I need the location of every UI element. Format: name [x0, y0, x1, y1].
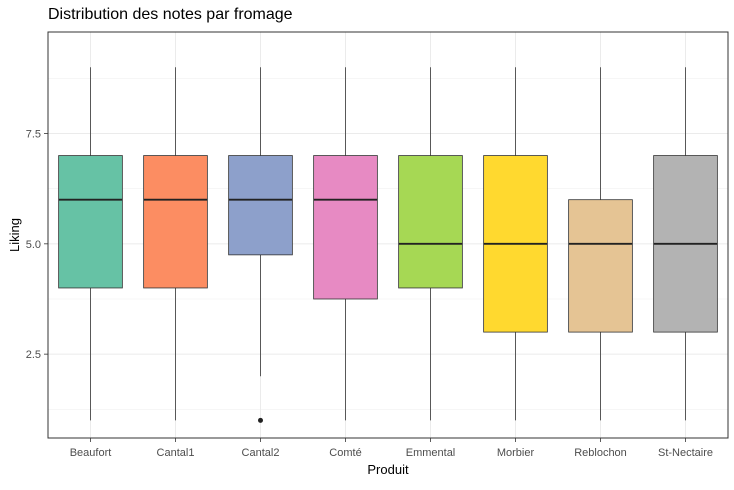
panel-border [47, 31, 729, 439]
x-tick-label: Reblochon [574, 447, 627, 459]
y-axis-title: Liking [7, 218, 22, 252]
x-tick-label: St-Nectaire [658, 447, 713, 459]
outlier-point [258, 417, 263, 423]
box-emmental [398, 155, 463, 289]
chart-title: Distribution des notes par fromage [48, 6, 293, 23]
box-cantal1 [143, 155, 208, 289]
box-comt- [313, 155, 378, 300]
x-tick-label: Emmental [406, 447, 456, 459]
x-tick-label: Cantal2 [242, 447, 280, 459]
x-axis-title: Produit [367, 462, 409, 477]
box-cantal2 [228, 155, 293, 256]
x-tick-label: Beaufort [70, 447, 112, 459]
y-tick-label: 7.5 [26, 129, 41, 141]
x-tick-label: Morbier [497, 447, 535, 459]
y-tick-label: 5.0 [26, 239, 41, 251]
box-beaufort [58, 155, 123, 289]
y-tick-label: 2.5 [26, 349, 41, 361]
x-tick-label: Cantal1 [157, 447, 195, 459]
x-tick-label: Comté [329, 447, 361, 459]
box-reblochon [568, 199, 633, 333]
